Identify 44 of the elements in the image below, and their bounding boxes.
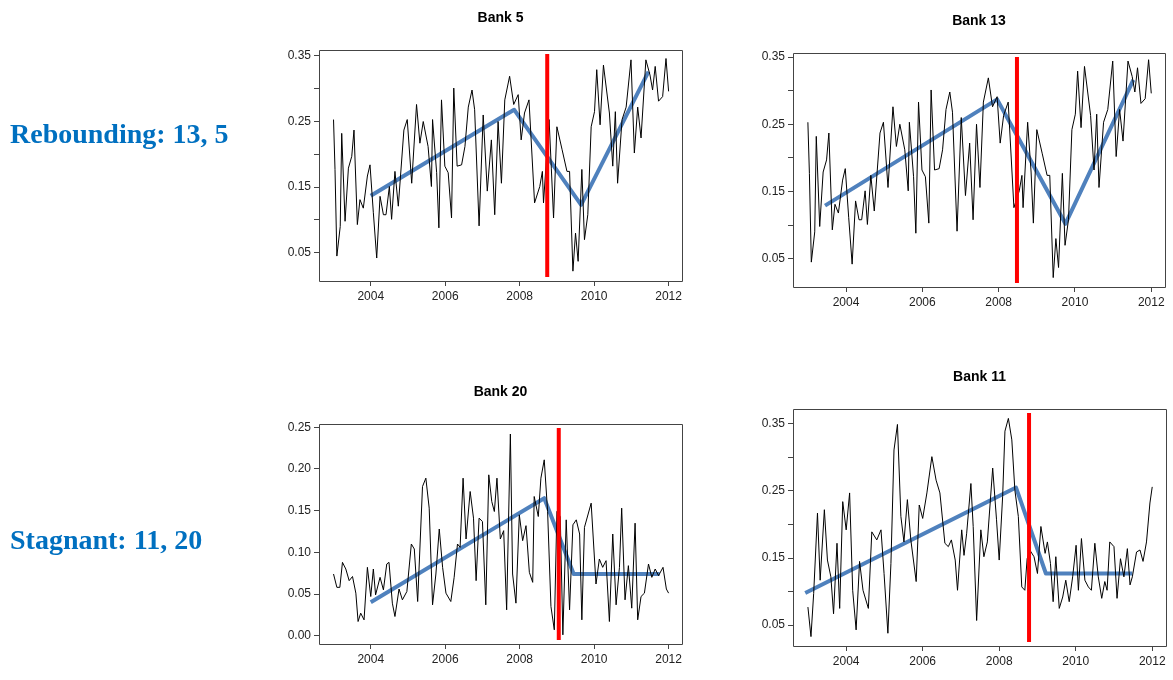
y-tick-label: 0.15 [287,179,312,194]
x-tick-label: 2010 [580,651,608,666]
chart-title: Bank 11 [953,367,1007,384]
y-tick-label: 0.00 [287,627,312,642]
x-tick-label: 2004 [357,651,385,666]
y-tick-label: 0.05 [761,617,786,632]
chart-title: Bank 5 [477,8,524,25]
x-tick-label: 2012 [655,288,683,303]
x-tick-label: 2004 [832,653,860,668]
y-tick-label: 0.15 [761,550,786,565]
x-tick-label: 2012 [655,651,683,666]
x-tick-label: 2008 [506,288,534,303]
y-tick-label: 0.05 [761,251,786,266]
text: Rebounding: 13, 5 [10,118,229,150]
x-tick-label: 2012 [1138,653,1166,668]
x-tick-label: 2006 [431,651,459,666]
x-tick-label: 2006 [431,288,459,303]
text: Stagnant: 11, 20 [10,524,203,556]
x-tick-label: 2006 [908,294,937,309]
x-tick-label: 2012 [1137,294,1165,309]
y-tick-label: 0.20 [287,461,312,476]
x-tick-label: 2008 [985,294,1013,309]
y-tick-label: 0.35 [761,49,786,64]
x-tick-label: 2006 [909,653,937,668]
y-tick-label: 0.15 [287,502,312,517]
y-tick-label: 0.25 [287,113,312,128]
chart-title: Bank 13 [952,11,1007,28]
x-tick-label: 2008 [985,653,1013,668]
y-tick-label: 0.35 [287,48,312,63]
y-tick-label: 0.05 [287,245,312,260]
x-tick-label: 2010 [1062,653,1090,668]
x-tick-label: 2004 [357,288,385,303]
y-tick-label: 0.10 [287,544,312,559]
x-tick-label: 2010 [1061,294,1089,309]
x-tick-label: 2008 [506,651,534,666]
y-tick-label: 0.25 [761,116,786,131]
x-tick-label: 2004 [832,294,860,309]
chart-title: Bank 20 [473,382,528,399]
y-tick-label: 0.35 [761,416,786,431]
x-tick-label: 2010 [580,288,608,303]
y-tick-label: 0.15 [761,183,786,198]
y-tick-label: 0.25 [287,419,312,434]
y-tick-label: 0.25 [761,483,786,498]
y-tick-label: 0.05 [287,586,312,601]
